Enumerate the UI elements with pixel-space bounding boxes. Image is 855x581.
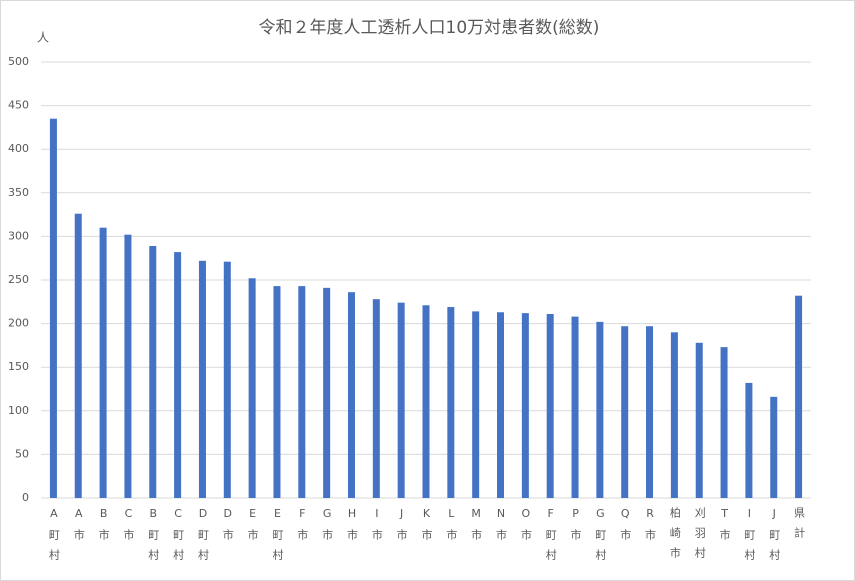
- x-tick-label: Q市: [618, 507, 632, 549]
- x-tick-label: I市: [370, 507, 384, 549]
- x-tick-label: 県計: [792, 507, 806, 547]
- bar: [223, 261, 231, 498]
- y-tick-label: 250: [8, 273, 29, 286]
- y-tick-label: 300: [8, 229, 29, 242]
- x-tick-label: A町村: [47, 507, 61, 569]
- x-tick-label: N市: [494, 507, 508, 549]
- bar: [646, 326, 654, 498]
- bar: [472, 311, 480, 498]
- bar: [422, 305, 430, 498]
- x-tick-label: L市: [444, 507, 458, 549]
- x-tick-label: E町村: [270, 507, 284, 569]
- x-tick-label: F町村: [544, 507, 558, 569]
- bar: [74, 213, 82, 498]
- x-tick-label: A市: [72, 507, 86, 549]
- bar: [347, 292, 355, 498]
- x-tick-label: G市: [320, 507, 334, 549]
- y-tick-label: 50: [15, 447, 29, 460]
- bar: [298, 286, 306, 498]
- bar: [770, 396, 778, 498]
- bar: [571, 316, 579, 498]
- bar: [174, 252, 182, 498]
- bar: [49, 118, 57, 499]
- bar: [198, 260, 206, 498]
- y-tick-label: 350: [8, 186, 29, 199]
- bar: [149, 245, 157, 498]
- bar: [397, 302, 405, 498]
- bar: [248, 278, 256, 498]
- bar: [695, 342, 703, 498]
- bar: [621, 326, 629, 498]
- x-tick-label: B町村: [146, 507, 160, 569]
- x-tick-label: P市: [569, 507, 583, 549]
- chart-title: 令和２年度人工透析人口10万対患者数(総数): [259, 18, 600, 38]
- y-tick-label: 100: [8, 404, 29, 417]
- x-tick-label: C町村: [171, 507, 185, 569]
- y-tick-label: 450: [8, 99, 29, 112]
- x-tick-label: J町村: [767, 507, 781, 569]
- y-tick-label: 0: [22, 491, 29, 504]
- bar: [99, 227, 107, 498]
- x-tick-label: R市: [643, 507, 657, 549]
- bar: [521, 313, 529, 498]
- x-tick-label: O市: [519, 507, 533, 549]
- y-tick-label: 200: [8, 317, 29, 330]
- y-axis-unit: 人: [37, 31, 49, 45]
- bar: [273, 286, 281, 498]
- y-tick-label: 150: [8, 360, 29, 373]
- bar: [745, 382, 753, 498]
- x-tick-label: D町村: [196, 507, 210, 569]
- x-tick-label: B市: [97, 507, 111, 549]
- x-tick-label: E市: [246, 507, 260, 549]
- bar: [670, 332, 678, 498]
- x-tick-label: K市: [420, 507, 433, 549]
- x-tick-label: M市: [469, 507, 483, 549]
- x-tick-label: 柏崎市: [668, 507, 682, 567]
- bar: [323, 287, 331, 498]
- bar: [372, 299, 380, 498]
- x-tick-label: D市: [221, 507, 235, 549]
- bar: [795, 295, 803, 498]
- x-tick-label: G町村: [593, 507, 607, 569]
- x-tick-label: C市: [121, 507, 135, 549]
- bar: [720, 347, 728, 498]
- bar: [447, 307, 455, 498]
- bar: [124, 234, 132, 498]
- x-tick-label: I町村: [742, 507, 756, 569]
- bar: [497, 312, 505, 498]
- x-tick-label: 刈羽村: [693, 507, 707, 567]
- x-tick-label: T市: [718, 507, 732, 549]
- y-tick-label: 500: [8, 55, 29, 68]
- x-tick-label: H市: [345, 507, 359, 549]
- y-tick-label: 400: [8, 142, 29, 155]
- x-tick-label: F市: [295, 507, 309, 549]
- bar: [546, 314, 554, 498]
- bar: [596, 321, 604, 498]
- x-tick-label: J市: [395, 507, 409, 549]
